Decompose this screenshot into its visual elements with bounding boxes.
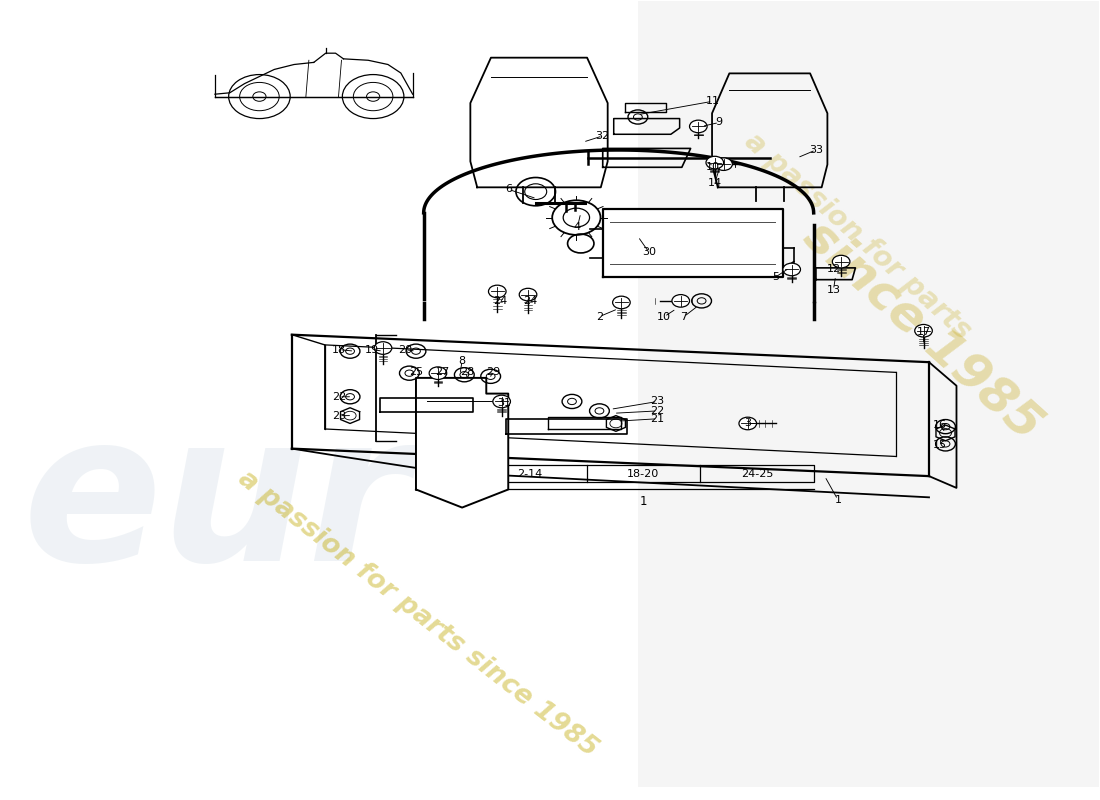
- Text: 1: 1: [834, 494, 842, 505]
- Text: 18: 18: [332, 345, 346, 354]
- Text: 28: 28: [461, 366, 475, 377]
- Text: 25: 25: [409, 366, 424, 377]
- Text: 22: 22: [332, 392, 346, 402]
- Polygon shape: [638, 0, 1100, 794]
- Text: 11: 11: [705, 96, 719, 106]
- Text: 19: 19: [365, 345, 380, 354]
- Text: 22: 22: [650, 406, 664, 416]
- Polygon shape: [416, 378, 508, 507]
- Text: 13: 13: [826, 285, 840, 295]
- Text: 24-25: 24-25: [740, 469, 773, 478]
- Text: 24: 24: [494, 296, 508, 306]
- Text: 5: 5: [772, 272, 779, 282]
- Circle shape: [706, 156, 724, 169]
- Text: 27: 27: [436, 366, 450, 377]
- Circle shape: [833, 255, 850, 268]
- Text: 15: 15: [933, 440, 947, 450]
- Text: 3: 3: [745, 418, 751, 429]
- Text: since 1985: since 1985: [795, 212, 1052, 450]
- Text: 24: 24: [524, 296, 538, 306]
- Circle shape: [613, 296, 630, 309]
- Text: 31: 31: [497, 398, 510, 408]
- Text: eur: eur: [23, 404, 409, 604]
- Text: 23: 23: [650, 397, 664, 406]
- Circle shape: [715, 158, 733, 170]
- Circle shape: [915, 325, 933, 337]
- Text: 12: 12: [826, 265, 840, 274]
- Text: 18-20: 18-20: [627, 469, 660, 478]
- Text: a passion for parts since 1985: a passion for parts since 1985: [233, 466, 603, 762]
- Circle shape: [488, 285, 506, 298]
- Text: 21: 21: [650, 414, 664, 424]
- Text: 16: 16: [933, 420, 947, 430]
- Text: 30: 30: [642, 247, 656, 257]
- Text: 2: 2: [596, 311, 603, 322]
- Text: 32: 32: [596, 131, 609, 141]
- Circle shape: [690, 120, 707, 133]
- Text: 33: 33: [808, 145, 823, 155]
- Circle shape: [739, 417, 757, 430]
- Circle shape: [783, 263, 801, 276]
- Text: 8: 8: [459, 356, 465, 366]
- Text: 7: 7: [681, 311, 688, 322]
- Circle shape: [672, 294, 690, 307]
- Circle shape: [374, 342, 392, 354]
- Circle shape: [429, 367, 447, 379]
- Text: 6: 6: [505, 184, 512, 194]
- Text: 10: 10: [705, 162, 719, 172]
- Polygon shape: [603, 209, 783, 278]
- Text: 4: 4: [574, 222, 581, 232]
- Text: 1: 1: [639, 495, 647, 508]
- Text: 23: 23: [332, 410, 346, 421]
- Text: 10: 10: [658, 311, 671, 322]
- Text: 9: 9: [716, 118, 723, 127]
- Text: 20: 20: [398, 345, 412, 354]
- Text: 2-14: 2-14: [517, 469, 542, 478]
- Text: 29: 29: [486, 366, 500, 377]
- Circle shape: [519, 288, 537, 301]
- Text: 17: 17: [916, 327, 931, 338]
- Text: a passion for parts: a passion for parts: [739, 127, 977, 346]
- Circle shape: [493, 395, 510, 408]
- Text: 14: 14: [707, 178, 722, 188]
